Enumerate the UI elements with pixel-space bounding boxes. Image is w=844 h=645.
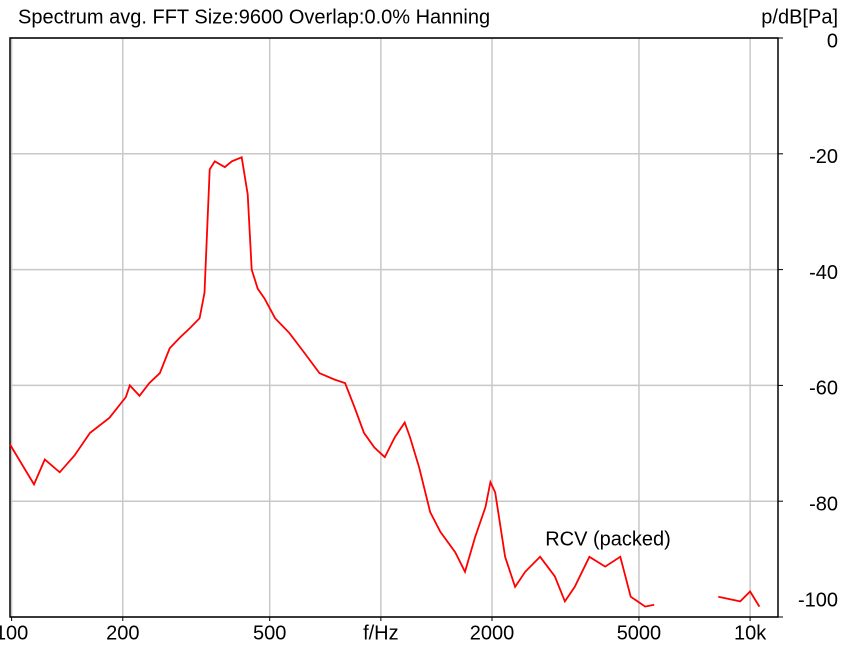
spectrum-line <box>9 156 761 608</box>
x-tick-label: 10k <box>734 622 767 644</box>
y-tick-label: -20 <box>809 146 838 168</box>
y-axis-label: p/dB[Pa] <box>761 6 838 28</box>
y-tick-label: 0 <box>827 30 838 52</box>
x-tick-label: 5000 <box>617 622 662 644</box>
y-tick-label: -100 <box>798 589 838 611</box>
x-tick-label: 100 <box>0 622 28 644</box>
series-label: RCV (packed) <box>545 528 671 550</box>
y-tick-label: -40 <box>809 262 838 284</box>
x-tick-label: f/Hz <box>363 622 399 644</box>
x-tick-label: 2000 <box>470 622 515 644</box>
chart-title: Spectrum avg. FFT Size:9600 Overlap:0.0%… <box>18 6 490 28</box>
y-tick-label: -60 <box>809 378 838 400</box>
y-tick-label: -80 <box>809 493 838 515</box>
x-tick-label: 500 <box>253 622 286 644</box>
x-tick-label: 200 <box>106 622 139 644</box>
plot-frame <box>9 37 779 618</box>
